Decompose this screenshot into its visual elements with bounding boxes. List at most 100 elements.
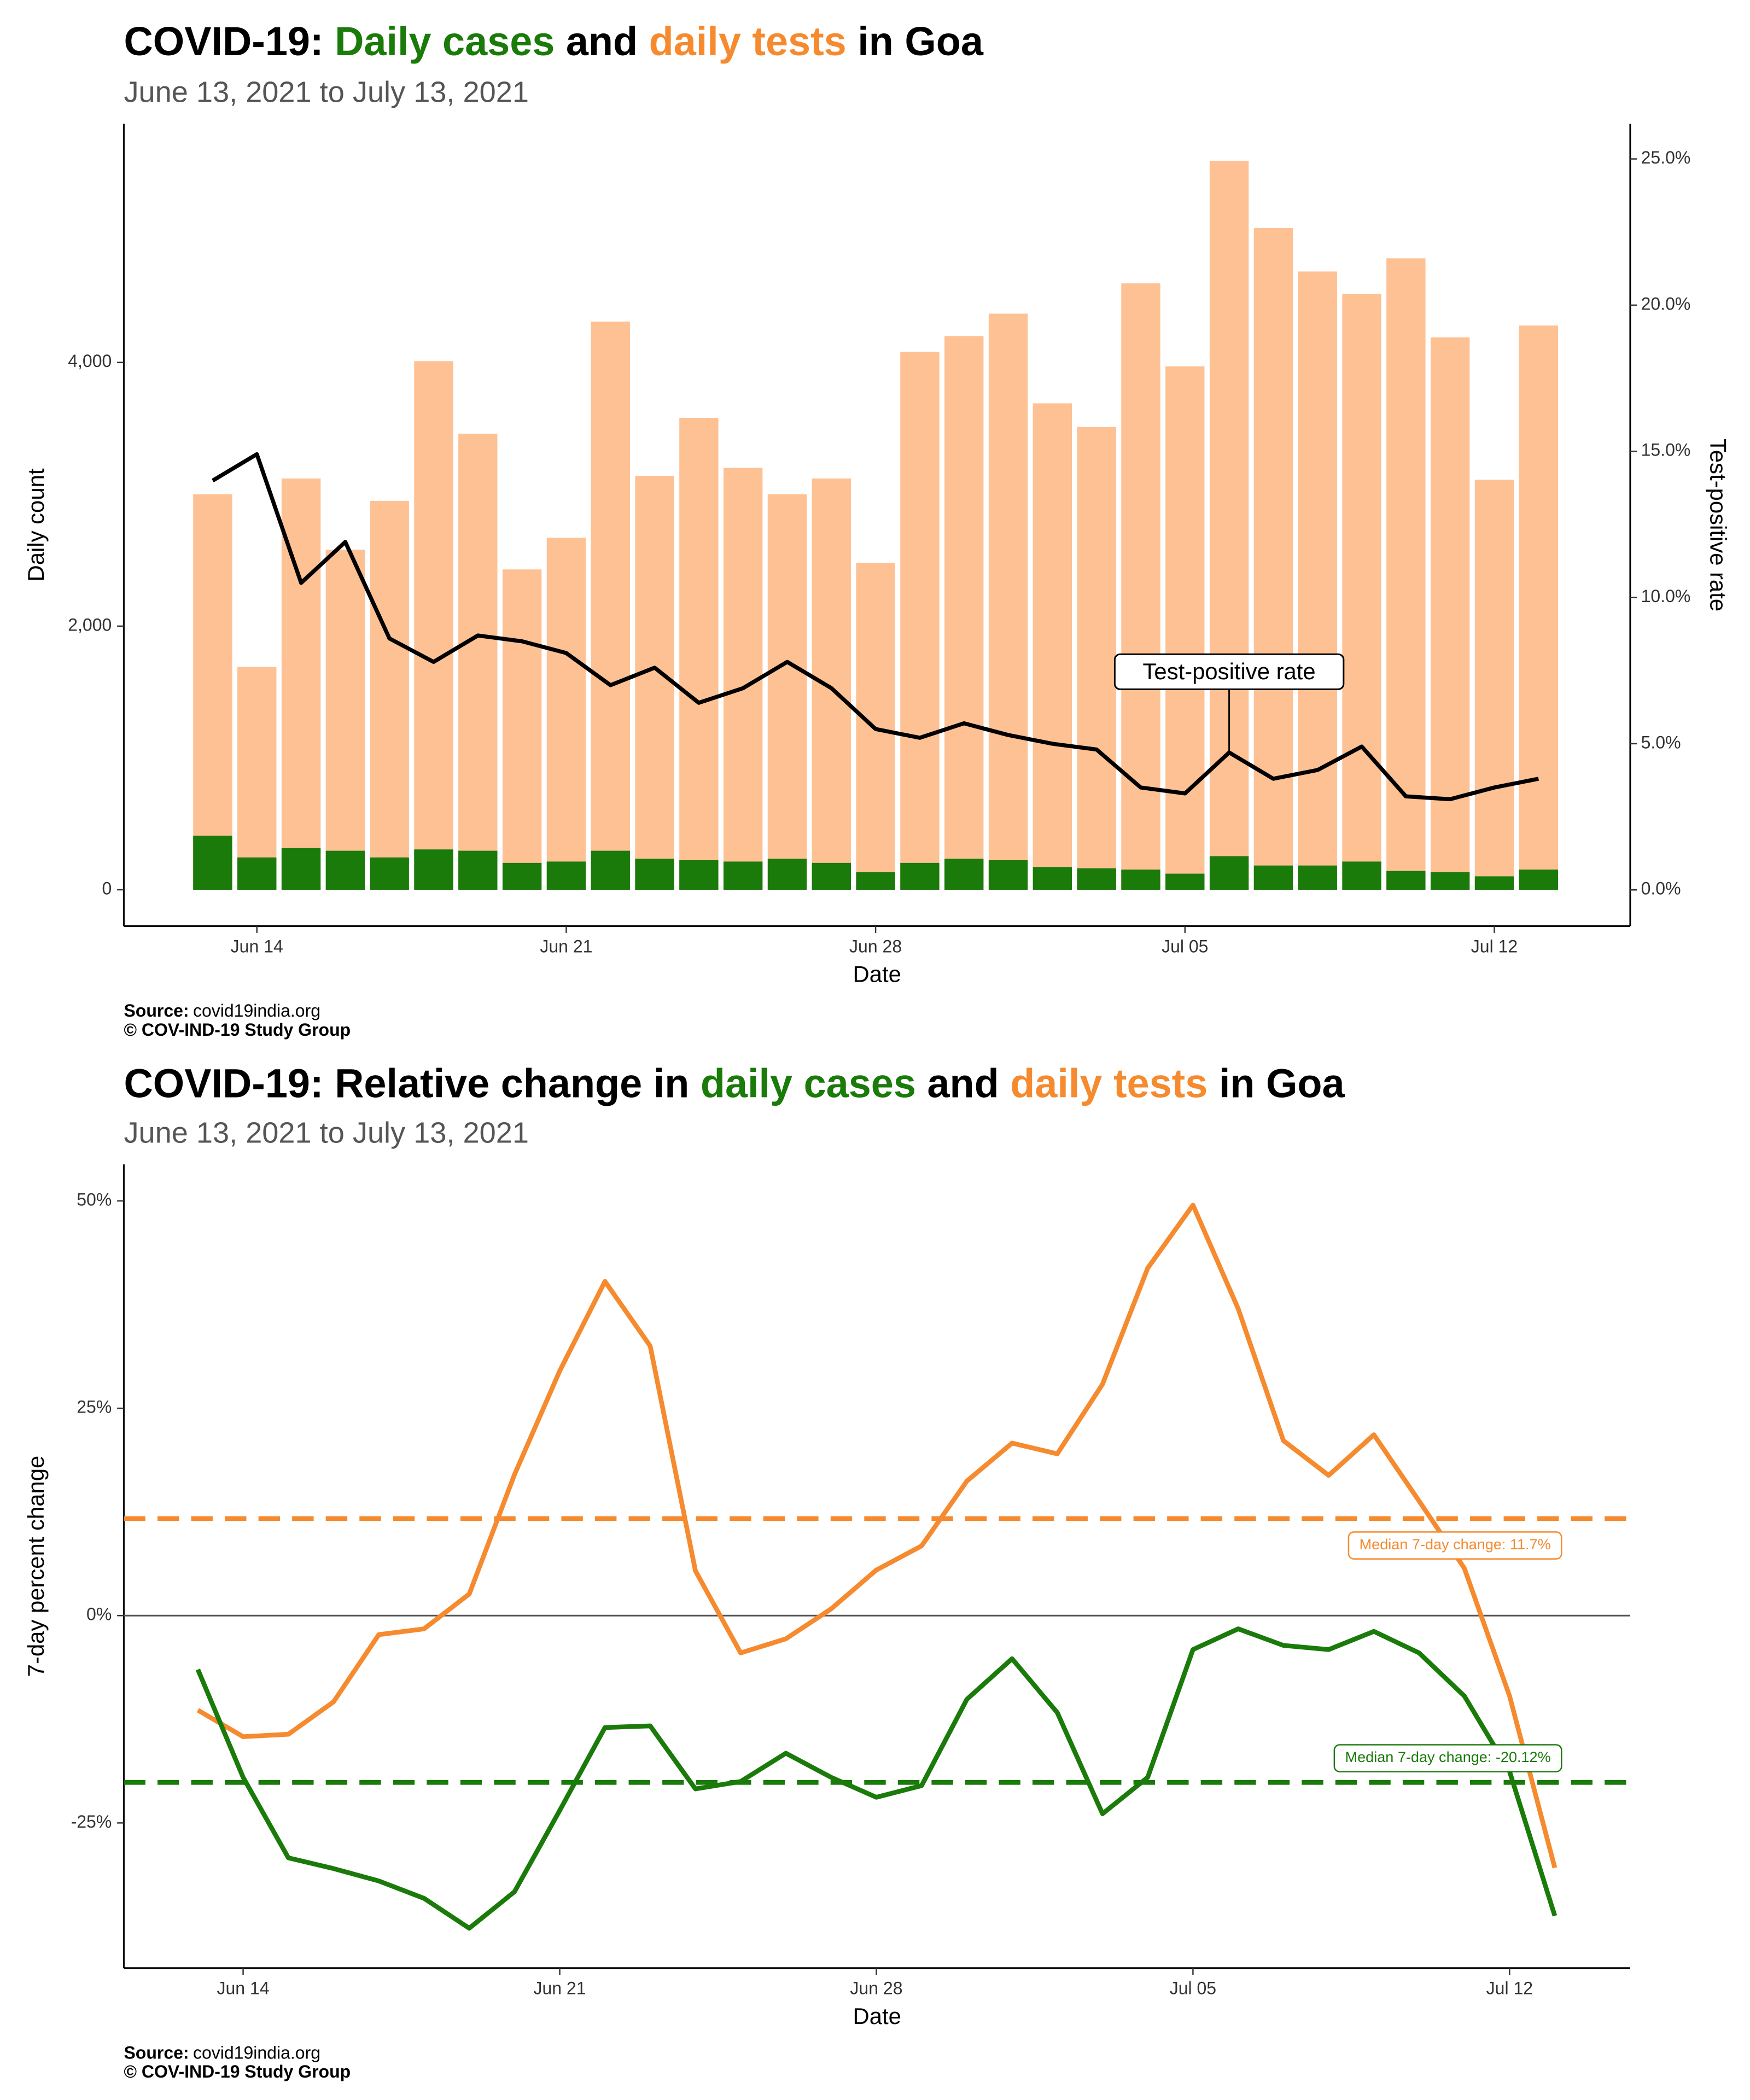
bar [679,418,719,890]
y-axis-label: Daily count [23,468,49,581]
bar [458,433,498,890]
title-part: Daily cases [335,19,555,64]
bar [325,550,365,890]
copyright: © COV-IND-19 Study Group [124,2062,351,2081]
title-part: COVID-19: Relative change in [124,1060,700,1106]
bar [988,860,1028,890]
title-part: in Goa [847,19,984,64]
bar [1474,480,1514,890]
title-part: daily tests [649,19,847,64]
x-tick-label: Jul 12 [1471,936,1518,956]
bar [281,848,321,890]
chart-subtitle: June 13, 2021 to July 13, 2021 [124,76,528,109]
x-tick-label: Jun 21 [533,1979,586,1998]
bar [1077,868,1116,890]
x-tick-label: Jun 28 [849,936,902,956]
bar [1165,873,1205,890]
median-label-box [1348,1531,1562,1560]
source-text: covid19india.org [193,1001,320,1021]
bar [1209,160,1249,890]
x-tick-label: Jun 21 [540,936,592,956]
chart-subtitle: June 13, 2021 to July 13, 2021 [124,1116,528,1149]
bar [370,857,409,890]
bar [591,322,630,890]
y-tick-label: -25% [71,1812,112,1831]
bar [944,859,984,890]
bar [1430,337,1470,890]
title-part: and [555,19,649,64]
bar [1298,271,1337,890]
title-part: COVID-19: [124,19,335,64]
bar [193,836,232,890]
bar [414,849,453,890]
bar [546,861,586,890]
change-line [196,1203,1558,1869]
y2-tick-label: 0.0% [1641,879,1681,899]
bar [1519,325,1558,890]
bar [900,352,940,890]
bar [679,860,719,890]
title-part: daily cases [701,1060,916,1106]
bar [546,538,586,890]
median-label-box [1333,1744,1562,1772]
bar [1430,872,1470,890]
bar [237,667,277,890]
x-axis-label: Date [853,2003,901,2029]
bar [1253,865,1293,890]
bar [944,336,984,890]
source-label: Source: [124,1001,189,1021]
bar [900,862,940,890]
tpr-line [212,452,1539,802]
x-tick-label: Jun 14 [217,1979,270,1998]
bar [370,500,409,890]
bar [1121,283,1160,890]
x-tick-label: Jul 12 [1486,1979,1533,1998]
bar [237,857,277,890]
median-label: Median 7-day change: -20.12% [1345,1748,1551,1765]
bar [635,476,674,890]
bar [1342,861,1381,890]
y-tick-label: 4,000 [68,351,112,371]
bar [812,478,851,890]
bar [1519,870,1558,890]
annotation-box [1113,653,1345,690]
bar [1386,871,1426,890]
source-text: covid19india.org [193,2043,320,2063]
y2-tick-label: 20.0% [1641,294,1691,313]
x-tick-label: Jun 28 [850,1979,902,1998]
bar [1032,403,1072,890]
bar [1474,876,1514,890]
change-line [195,1626,1558,1931]
bar [1032,867,1072,890]
bar [591,850,630,890]
x-tick-label: Jul 05 [1162,936,1208,956]
title-part: daily tests [1010,1060,1208,1106]
copyright: © COV-IND-19 Study Group [124,1020,351,1040]
y-tick-label: 25% [77,1397,112,1417]
y-tick-label: 0% [86,1605,112,1624]
chart-title: COVID-19: Daily cases and daily tests in… [124,19,983,64]
source-label: Source: [124,2043,189,2063]
median-label: Median 7-day change: 11.7% [1360,1536,1551,1553]
y-axis-label: 7-day percent change [23,1456,49,1677]
y2-axis-label: Test-positive rate [1705,439,1731,611]
title-part: and [916,1060,1010,1106]
bar [723,861,763,890]
bar [767,859,807,890]
bar [1253,228,1293,890]
bar [325,850,365,890]
y2-tick-label: 5.0% [1641,732,1681,752]
chart-title: COVID-19: Relative change in daily cases… [124,1060,1345,1106]
bar [1342,294,1381,890]
bar [458,850,498,890]
y-tick-label: 50% [77,1189,112,1209]
bar [193,494,232,890]
y-tick-label: 0 [102,878,112,898]
bar [1077,427,1116,890]
source: Source: covid19india.org [124,1001,320,1021]
bar [856,872,895,890]
bar [988,313,1028,890]
bar [812,862,851,890]
